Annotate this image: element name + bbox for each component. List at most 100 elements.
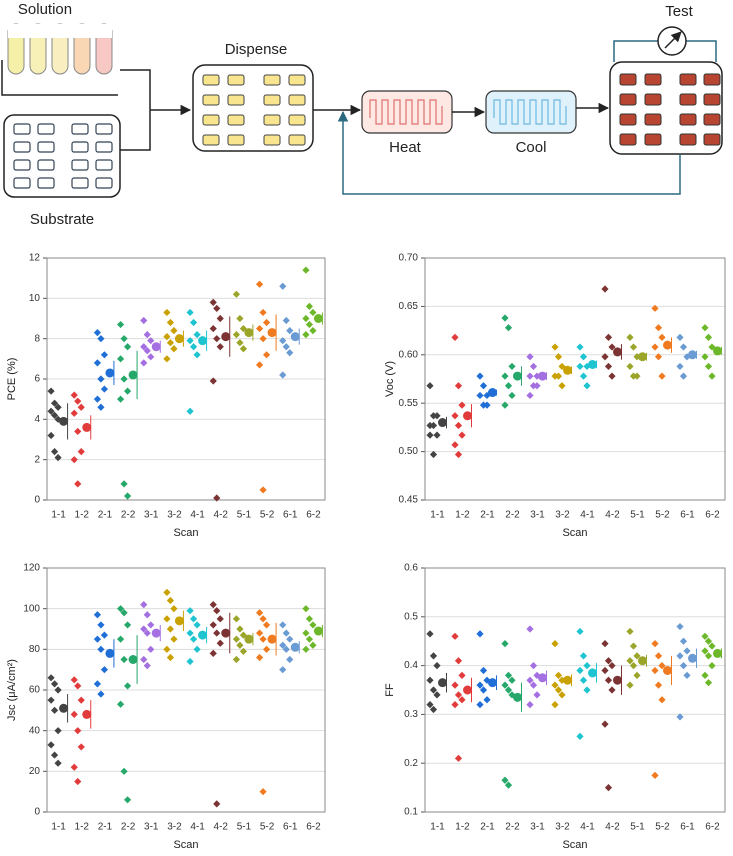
y-tick-label: 60	[29, 685, 41, 696]
data-point	[651, 304, 659, 312]
x-tick-label: 2-2	[505, 510, 520, 521]
data-point	[476, 701, 484, 709]
data-point	[286, 327, 294, 335]
data-point	[554, 686, 563, 694]
x-axis-label: Scan	[562, 527, 587, 539]
data-point	[679, 637, 688, 645]
x-tick-label: 1-2	[75, 510, 90, 521]
data-point	[601, 353, 609, 361]
data-point	[633, 372, 641, 380]
data-point	[501, 776, 509, 784]
data-point	[554, 372, 563, 380]
data-point	[576, 732, 584, 740]
data-point	[604, 657, 613, 665]
data-point	[259, 635, 267, 643]
data-point	[501, 314, 509, 322]
data-point	[120, 609, 128, 617]
mean-point	[128, 655, 138, 664]
x-tick-label: 3-1	[144, 822, 159, 833]
data-point	[255, 361, 264, 369]
data-point	[476, 630, 484, 638]
data-point	[163, 333, 171, 341]
data-point	[166, 625, 175, 633]
data-point	[74, 397, 82, 405]
data-point	[458, 696, 466, 704]
data-point	[100, 351, 109, 359]
data-point	[286, 655, 294, 664]
data-point	[654, 324, 663, 332]
x-tick-label: 5-2	[655, 510, 670, 521]
data-point	[651, 343, 659, 351]
data-point	[259, 486, 267, 494]
data-point	[186, 607, 194, 615]
data-point	[704, 333, 713, 341]
data-point	[186, 308, 194, 317]
data-point	[209, 377, 217, 385]
data-point	[508, 391, 516, 400]
data-point	[47, 407, 55, 415]
data-point	[147, 353, 155, 361]
data-point	[97, 375, 105, 383]
data-point	[120, 655, 128, 664]
data-point	[476, 681, 484, 689]
y-tick-label: 0.5	[404, 611, 418, 622]
data-point	[147, 645, 155, 653]
data-point	[255, 609, 264, 617]
data-point	[123, 387, 132, 395]
data-point	[526, 353, 534, 361]
data-point	[193, 621, 201, 629]
data-point	[120, 335, 128, 343]
data-point	[213, 494, 221, 502]
mean-point	[613, 347, 622, 357]
data-point	[508, 362, 516, 371]
mean-point	[174, 334, 184, 344]
mean-point	[488, 388, 497, 398]
data-point	[170, 605, 178, 613]
data-point	[501, 372, 509, 380]
data-point	[213, 629, 221, 637]
x-tick-label: 2-1	[98, 822, 113, 833]
data-point	[501, 401, 509, 409]
data-point	[679, 343, 688, 351]
x-tick-label: 6-1	[680, 822, 695, 833]
mean-point	[128, 370, 138, 380]
data-point	[309, 641, 317, 649]
data-point	[209, 649, 217, 657]
data-point	[97, 335, 105, 343]
x-tick-label: 5-2	[260, 510, 275, 521]
data-point	[54, 759, 62, 767]
data-point	[255, 653, 264, 662]
data-point	[213, 304, 221, 313]
data-point	[186, 337, 194, 345]
data-point	[100, 631, 109, 639]
data-point	[54, 686, 62, 694]
mean-point	[663, 340, 672, 350]
data-point	[77, 403, 85, 411]
data-point	[601, 666, 609, 675]
data-point	[601, 720, 609, 728]
x-tick-label: 3-2	[555, 510, 570, 521]
data-point	[302, 605, 310, 613]
data-point	[676, 622, 684, 631]
data-point	[309, 308, 317, 317]
y-tick-label: 6	[34, 374, 40, 385]
data-point	[166, 318, 175, 327]
x-tick-label: 1-2	[75, 822, 90, 833]
data-point	[213, 335, 221, 343]
data-point	[286, 349, 294, 357]
y-tick-label: 0.1	[404, 807, 418, 818]
x-tick-label: 4-1	[190, 822, 205, 833]
data-point	[683, 671, 691, 679]
test-tubes	[7, 23, 113, 75]
data-point	[123, 492, 132, 500]
mean-point	[638, 656, 647, 666]
mean-point	[488, 678, 497, 688]
data-point	[50, 448, 59, 456]
data-point	[279, 621, 287, 629]
data-point	[433, 691, 441, 699]
x-tick-label: 1-1	[430, 822, 445, 833]
data-point	[189, 318, 198, 327]
data-point	[676, 362, 684, 371]
substrate-box	[3, 114, 121, 198]
data-point	[259, 615, 267, 623]
